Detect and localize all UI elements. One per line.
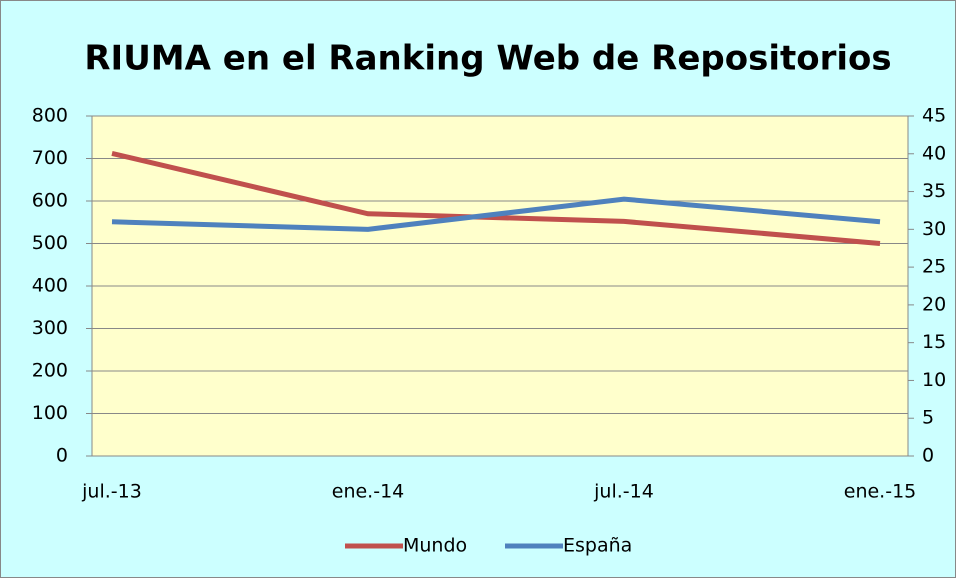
- x-tick-label: jul.-13: [81, 481, 142, 503]
- y2-tick-label: 25: [922, 256, 946, 278]
- y-tick-label: 800: [32, 105, 68, 127]
- series-line: [111, 196, 881, 232]
- y-tick-label: 400: [32, 275, 68, 297]
- y2-tick-label: 15: [922, 331, 946, 353]
- y2-tick-label: 40: [922, 142, 946, 164]
- y-tick-label: 100: [32, 402, 68, 424]
- legend-label: España: [563, 535, 632, 557]
- y2-tick-label: 10: [922, 369, 946, 391]
- y2-tick-label: 35: [922, 180, 946, 202]
- y2-tick-label: 20: [922, 293, 946, 315]
- x-tick-label: ene.-15: [844, 481, 917, 503]
- y2-tick-label: 5: [922, 407, 934, 429]
- series-line: [111, 150, 881, 246]
- x-tick-label: ene.-14: [332, 481, 405, 503]
- y-tick-label: 500: [32, 232, 68, 254]
- y2-tick-label: 0: [922, 445, 934, 467]
- legend-label: Mundo: [403, 535, 467, 557]
- y-tick-label: 300: [32, 317, 68, 339]
- y-tick-label: 600: [32, 190, 68, 212]
- y-tick-label: 200: [32, 360, 68, 382]
- y-tick-label: 0: [56, 445, 68, 467]
- chart-title: RIUMA en el Ranking Web de Repositorios: [84, 39, 891, 79]
- x-tick-label: jul.-14: [593, 481, 654, 503]
- y2-tick-label: 30: [922, 218, 946, 240]
- y2-tick-label: 45: [922, 105, 946, 127]
- y-tick-label: 700: [32, 147, 68, 169]
